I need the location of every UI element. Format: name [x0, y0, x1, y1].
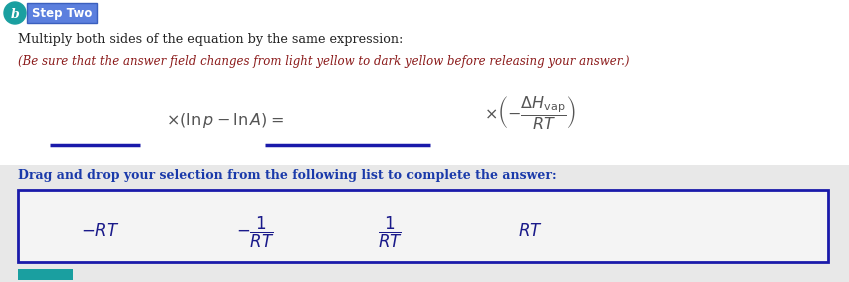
FancyBboxPatch shape [0, 165, 849, 282]
Text: Drag and drop your selection from the following list to complete the answer:: Drag and drop your selection from the fo… [18, 169, 557, 182]
FancyBboxPatch shape [18, 190, 828, 262]
Text: $-\dfrac{1}{RT}$: $-\dfrac{1}{RT}$ [236, 214, 274, 250]
FancyBboxPatch shape [18, 269, 73, 280]
Circle shape [4, 2, 26, 24]
Text: $\times(\ln p - \ln A) =$: $\times(\ln p - \ln A) =$ [166, 111, 284, 129]
FancyBboxPatch shape [27, 3, 97, 23]
Text: (Be sure that the answer field changes from light yellow to dark yellow before r: (Be sure that the answer field changes f… [18, 56, 629, 69]
Text: b: b [11, 8, 20, 21]
Text: Step Two: Step Two [31, 7, 93, 20]
Text: $RT$: $RT$ [518, 224, 543, 241]
Text: $\times\left(-\dfrac{\Delta H_{\mathrm{vap}}}{RT}\right)$: $\times\left(-\dfrac{\Delta H_{\mathrm{v… [484, 94, 576, 132]
Text: $-RT$: $-RT$ [81, 224, 120, 241]
FancyBboxPatch shape [0, 0, 849, 165]
Text: Multiply both sides of the equation by the same expression:: Multiply both sides of the equation by t… [18, 34, 403, 47]
Text: $\dfrac{1}{RT}$: $\dfrac{1}{RT}$ [378, 214, 402, 250]
